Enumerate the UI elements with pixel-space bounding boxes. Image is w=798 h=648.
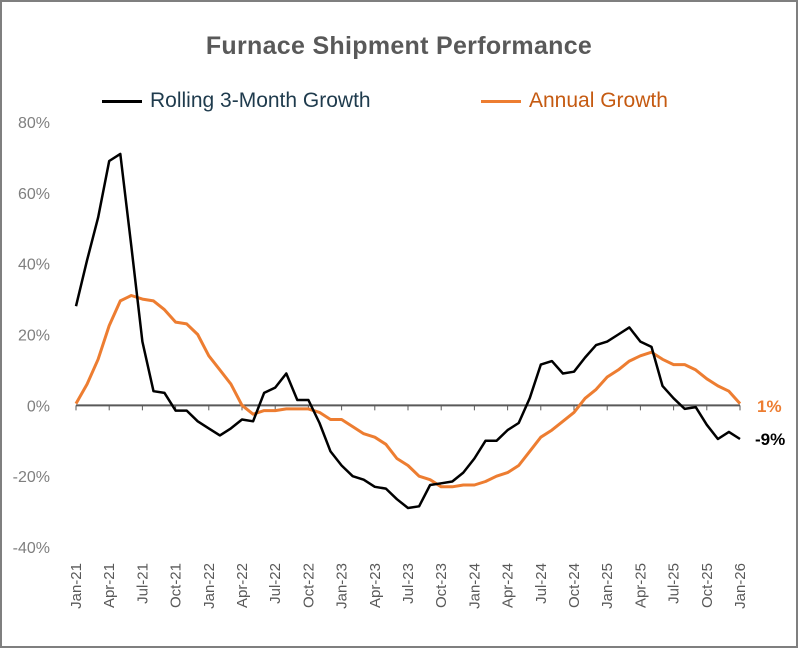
- x-tick-label: Jan-21: [68, 563, 85, 609]
- legend-swatch-annual: [481, 99, 521, 103]
- x-tick-label: Jan-23: [334, 563, 351, 609]
- y-tick-label: 60%: [18, 186, 50, 203]
- end-label-annual-growth: 1%: [757, 397, 782, 416]
- x-tick-label: Jul-24: [533, 563, 550, 604]
- x-tick-label: Apr-25: [632, 563, 649, 608]
- legend-label-rolling: Rolling 3-Month Growth: [150, 89, 371, 112]
- series-line-annual-growth: [74, 294, 742, 489]
- x-tick-label: Jan-25: [599, 563, 616, 609]
- chart-legend: Rolling 3-Month Growth Annual Growth: [2, 86, 796, 116]
- end-label-rolling-3-month-growth: -9%: [755, 430, 785, 449]
- x-tick-label: Jul-22: [267, 563, 284, 604]
- x-tick-label: Oct-22: [300, 563, 317, 608]
- x-tick-label: Apr-23: [367, 563, 384, 608]
- legend-label-annual: Annual Growth: [529, 89, 668, 112]
- x-tick-label: Oct-25: [699, 563, 716, 608]
- x-tick-label: Apr-22: [234, 563, 251, 608]
- x-tick-label: Jul-25: [666, 563, 683, 604]
- x-tick-label: Apr-21: [101, 563, 118, 608]
- y-tick-label: -40%: [13, 540, 50, 557]
- x-tick-label: Jul-23: [400, 563, 417, 604]
- x-tick-label: Jan-22: [201, 563, 218, 609]
- series-line-rolling-3-month-growth: [74, 152, 741, 510]
- x-tick-label: Oct-24: [566, 563, 583, 608]
- legend-item-rolling: Rolling 3-Month Growth: [102, 86, 371, 116]
- y-tick-label: 0%: [27, 398, 50, 415]
- chart-title: Furnace Shipment Performance: [205, 32, 593, 60]
- y-tick-label: 80%: [18, 115, 50, 132]
- legend-swatch-rolling: [102, 99, 142, 103]
- x-tick-label: Jan-24: [466, 563, 483, 609]
- x-tick-label: Oct-21: [168, 563, 185, 608]
- x-tick-label: Jan-26: [732, 563, 749, 609]
- x-tick-label: Jul-21: [134, 563, 151, 604]
- legend-item-annual: Annual Growth: [481, 86, 668, 116]
- y-tick-label: 20%: [18, 328, 50, 345]
- x-tick-label: Apr-24: [500, 563, 517, 608]
- y-tick-label: -20%: [13, 469, 50, 486]
- x-tick-label: Oct-23: [433, 563, 450, 608]
- y-tick-label: 40%: [18, 257, 50, 274]
